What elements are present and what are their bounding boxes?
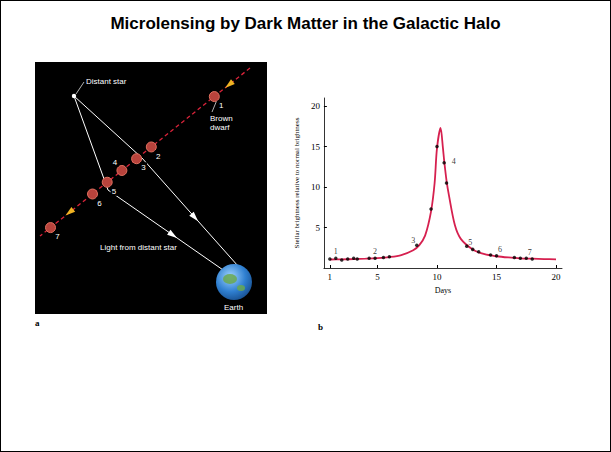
svg-text:7: 7 — [528, 248, 532, 257]
svg-text:1: 1 — [219, 101, 224, 110]
svg-text:1: 1 — [334, 247, 338, 256]
svg-text:b: b — [318, 322, 323, 332]
svg-text:6: 6 — [498, 245, 502, 254]
svg-text:6: 6 — [97, 199, 102, 208]
svg-text:5: 5 — [315, 223, 320, 233]
svg-text:2: 2 — [373, 247, 377, 256]
svg-text:Stellar brightness relative to: Stellar brightness relative to normal br… — [293, 117, 301, 248]
svg-text:7: 7 — [55, 232, 60, 241]
svg-text:Days: Days — [435, 286, 451, 295]
svg-text:Brown: Brown — [210, 114, 233, 123]
svg-text:20: 20 — [552, 272, 562, 282]
svg-text:Light from distant star: Light from distant star — [100, 243, 177, 252]
svg-text:a: a — [35, 318, 40, 328]
svg-text:Distant star: Distant star — [86, 77, 127, 86]
svg-text:1: 1 — [328, 272, 333, 282]
svg-text:4: 4 — [113, 158, 118, 167]
svg-text:5: 5 — [375, 272, 380, 282]
svg-text:dwarf: dwarf — [210, 123, 230, 132]
svg-text:20: 20 — [311, 101, 321, 111]
svg-text:5: 5 — [112, 187, 117, 196]
html-text:Microlensing by Dark Matter in: Microlensing by Dark Matter in the Galac… — [110, 14, 501, 33]
svg-text:5: 5 — [468, 238, 472, 247]
svg-text:10: 10 — [311, 182, 321, 192]
svg-text:3: 3 — [411, 236, 415, 245]
svg-text:15: 15 — [492, 272, 502, 282]
svg-text:Earth: Earth — [224, 303, 243, 312]
svg-text:10: 10 — [432, 272, 442, 282]
svg-text:2: 2 — [156, 152, 161, 161]
svg-text:3: 3 — [141, 163, 146, 172]
svg-text:4: 4 — [452, 157, 456, 166]
svg-text:15: 15 — [311, 142, 321, 152]
